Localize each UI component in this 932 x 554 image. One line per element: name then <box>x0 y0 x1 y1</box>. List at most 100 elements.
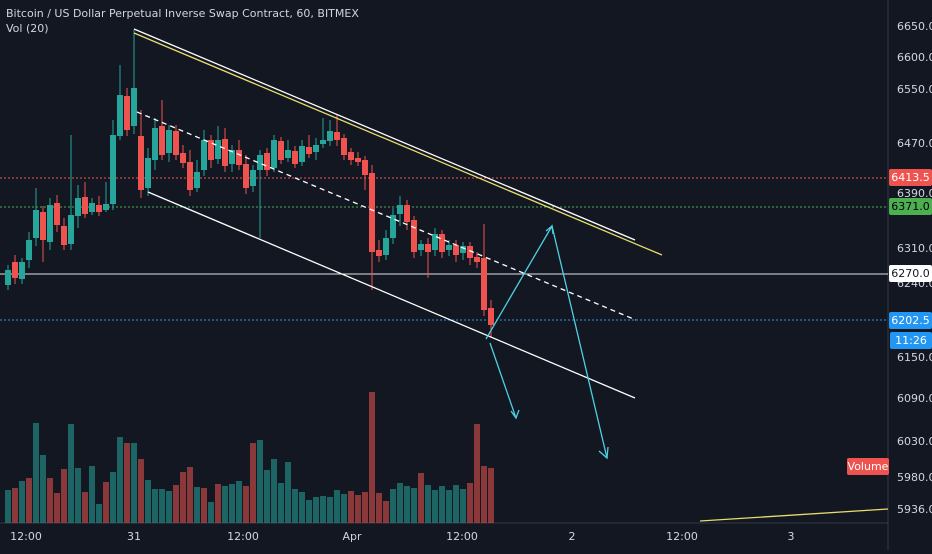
volume-bar <box>82 492 88 523</box>
candle-body <box>334 132 340 140</box>
candle-body <box>103 204 109 210</box>
candle-body <box>257 155 263 170</box>
price-tick: 5936.0 <box>897 503 932 516</box>
volume-bar <box>12 488 18 523</box>
candle-body <box>348 152 354 160</box>
volume-bar <box>96 504 102 523</box>
volume-bar <box>418 473 424 523</box>
candle-body <box>5 270 11 285</box>
volume-bar <box>75 468 81 523</box>
channel-mid-line[interactable] <box>136 111 637 321</box>
volume-bar <box>173 485 179 523</box>
symbol-title[interactable]: Bitcoin / US Dollar Perpetual Inverse Sw… <box>6 7 359 20</box>
candle-body <box>159 126 165 155</box>
projection-arrows[interactable] <box>485 224 609 460</box>
bottom-trend-line[interactable] <box>699 508 889 522</box>
candle-body <box>229 150 235 164</box>
volume-bar <box>306 500 312 523</box>
green-level-label: 6371.0 <box>889 198 932 215</box>
time-tick: 12:00 <box>446 530 478 543</box>
candle-body <box>313 145 319 152</box>
channel-upper-line[interactable] <box>133 28 636 241</box>
candle-body <box>383 238 389 255</box>
candle-body <box>341 138 347 155</box>
price-tick: 6030.0 <box>897 435 932 448</box>
volume-bar <box>250 443 256 523</box>
candle-body <box>453 245 459 255</box>
volume-bar <box>26 478 32 523</box>
candle-body <box>362 160 368 175</box>
price-tick: 6600.0 <box>897 51 932 64</box>
candle-body <box>355 158 361 162</box>
candle-body <box>439 234 445 252</box>
channel-lower-line[interactable] <box>147 191 636 399</box>
candle-body <box>131 88 137 126</box>
price-axis[interactable]: 6650.06600.06550.06470.06390.06310.06240… <box>897 20 932 516</box>
volume-bar <box>229 484 235 523</box>
candle-body <box>40 212 46 240</box>
volume-bar <box>425 485 431 523</box>
volume-bar <box>61 469 67 523</box>
candle-body <box>194 172 200 188</box>
candle-body <box>404 205 410 222</box>
volume-bar <box>187 467 193 523</box>
volume-bar <box>481 466 487 523</box>
candle-body <box>222 139 228 166</box>
volume-indicator-label[interactable]: Vol (20) <box>6 22 49 35</box>
candle-body <box>89 203 95 212</box>
volume-bar <box>348 491 354 523</box>
volume-bar <box>222 486 228 523</box>
volume-bar <box>124 443 130 523</box>
candle-body <box>124 96 130 130</box>
volume-bar <box>201 488 207 523</box>
price-tick: 6470.0 <box>897 137 932 150</box>
volume-bar <box>404 486 410 523</box>
channel-yellow-line[interactable] <box>133 32 663 256</box>
volume-bar <box>194 487 200 523</box>
volume-bar <box>54 493 60 523</box>
candle-body <box>390 215 396 238</box>
volume-bar <box>432 490 438 523</box>
volume-bar <box>453 485 459 523</box>
candle-body <box>33 210 39 238</box>
candle-body <box>117 95 123 136</box>
candle-body <box>110 135 116 204</box>
volume-bar <box>103 482 109 523</box>
candle-body <box>327 131 333 141</box>
volume-bar <box>320 496 326 523</box>
volume-bar <box>33 423 39 523</box>
volume-bar <box>411 488 417 523</box>
candle-body <box>47 205 53 242</box>
last-price-label: 6202.5 <box>889 312 932 329</box>
volume-bar <box>285 462 291 523</box>
volume-bar <box>271 459 277 523</box>
volume-bar <box>215 484 221 523</box>
price-tick: 6650.0 <box>897 20 932 33</box>
volume-bar <box>159 489 165 523</box>
time-tick: 31 <box>127 530 141 543</box>
candle-body <box>481 258 487 310</box>
volume-bar <box>180 472 186 523</box>
candle-body <box>243 164 249 188</box>
volume-bar <box>334 490 340 523</box>
candle-body <box>320 140 326 144</box>
time-tick: 3 <box>788 530 795 543</box>
volume-badge: Volume <box>847 458 889 475</box>
volume-bar <box>460 489 466 523</box>
candle-body <box>299 146 305 162</box>
volume-bar <box>313 497 319 523</box>
volume-bar <box>40 455 46 523</box>
volume-bar <box>264 470 270 523</box>
chart-header: Bitcoin / US Dollar Perpetual Inverse Sw… <box>6 6 359 36</box>
candle-body <box>68 215 74 244</box>
time-tick: 12:00 <box>666 530 698 543</box>
time-axis[interactable]: 12:00 31 12:00 Apr 12:00 2 12:00 3 <box>10 530 794 543</box>
candle-body <box>306 147 312 154</box>
white-level-label: 6270.0 <box>889 265 932 282</box>
candle-body <box>152 128 158 160</box>
time-tick: 12:00 <box>227 530 259 543</box>
candle-body <box>180 153 186 163</box>
time-tick: 2 <box>569 530 576 543</box>
